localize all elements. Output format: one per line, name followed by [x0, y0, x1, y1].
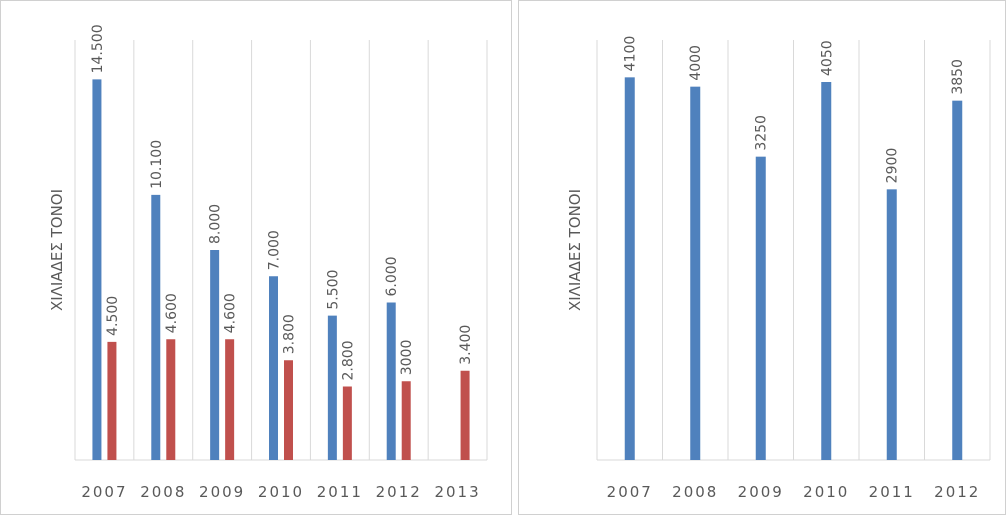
bar [386, 302, 396, 460]
bar [327, 315, 337, 460]
x-tick-label: 2013 [434, 483, 480, 501]
x-tick-label: 2009 [738, 483, 784, 501]
x-tick-label: 2008 [140, 483, 186, 501]
x-tick-label: 2010 [803, 483, 849, 501]
bar [886, 189, 897, 461]
value-label: 4.600 [164, 293, 180, 333]
value-label: 3.800 [282, 314, 298, 354]
x-tick-label: 2012 [376, 483, 422, 501]
value-label: 14.500 [90, 24, 106, 73]
value-label: 4050 [819, 40, 835, 76]
bar [225, 339, 235, 460]
bar [151, 194, 161, 460]
bar [92, 79, 102, 460]
panel [0, 0, 512, 515]
y-axis-label: ΧΙΛΙΑΔΕΣ ΤΟΝΟΙ [48, 189, 66, 311]
bar [210, 250, 220, 460]
x-tick-label: 2011 [317, 483, 363, 501]
value-label: 3250 [754, 115, 770, 151]
bar [952, 100, 963, 461]
bar [821, 82, 832, 460]
x-tick-label: 2011 [869, 483, 915, 501]
x-tick-label: 2010 [258, 483, 304, 501]
bar [401, 381, 411, 460]
x-tick-label: 2012 [934, 483, 980, 501]
x-tick-label: 2009 [199, 483, 245, 501]
value-label: 4000 [688, 45, 704, 81]
value-label: 5.500 [325, 270, 341, 310]
value-label: 10.100 [149, 140, 165, 189]
value-label: 4.500 [105, 296, 121, 336]
bar [166, 339, 176, 460]
x-tick-label: 2007 [607, 483, 653, 501]
x-tick-label: 2007 [81, 483, 127, 501]
value-label: 3850 [950, 59, 966, 95]
value-label: 2900 [885, 148, 901, 184]
y-axis-label: ΧΙΛΙΑΔΕΣ ΤΟΝΟΙ [566, 189, 584, 311]
bar [269, 276, 278, 460]
bar [460, 370, 470, 460]
value-label: 6.000 [384, 256, 400, 296]
value-label: 3.400 [458, 325, 474, 365]
value-label: 8.000 [208, 204, 224, 244]
bar [342, 386, 352, 460]
x-tick-label: 2008 [672, 483, 718, 501]
bar [284, 360, 293, 460]
value-label: 3000 [399, 340, 415, 376]
bar [107, 341, 117, 460]
bar [690, 86, 701, 461]
bar [755, 156, 766, 460]
bar [624, 77, 635, 460]
value-label: 7.000 [267, 230, 283, 270]
value-label: 4.600 [223, 293, 239, 333]
value-label: 2.800 [340, 340, 356, 380]
value-label: 4100 [623, 36, 639, 72]
